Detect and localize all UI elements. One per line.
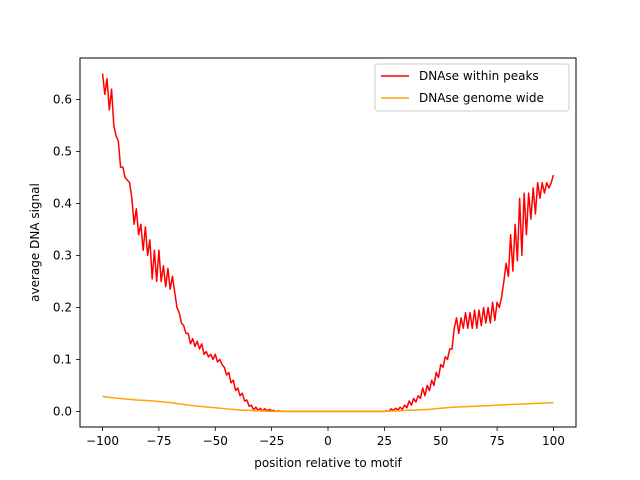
y-tick-label: 0.1 [53, 352, 72, 366]
x-tick-label: 100 [542, 434, 565, 448]
x-axis-label: position relative to motif [254, 456, 402, 470]
x-tick-label: 0 [324, 434, 332, 448]
legend-box [374, 63, 570, 112]
y-tick-label: 0.2 [53, 300, 72, 314]
series-layer [101, 73, 555, 413]
legend-label-dnase-within-peaks: DNAse within peaks [419, 69, 539, 83]
y-tick-label: 0.6 [53, 93, 72, 107]
x-tick-label: −25 [259, 434, 284, 448]
x-tick-label: −100 [86, 434, 119, 448]
x-tick-label: 75 [489, 434, 504, 448]
x-axis: −100 −75 −50 −25 0 25 50 75 100 [86, 427, 565, 448]
y-tick-label: 0.5 [53, 145, 72, 159]
y-axis-label: average DNA signal [28, 183, 42, 302]
y-tick-label: 0.4 [53, 197, 72, 211]
x-tick-label: −50 [203, 434, 228, 448]
y-tick-label: 0.0 [53, 404, 72, 418]
x-tick-label: 25 [377, 434, 392, 448]
y-tick-label: 0.3 [53, 248, 72, 262]
y-axis: 0.0 0.1 0.2 0.3 0.4 0.5 0.6 [53, 93, 80, 418]
x-tick-label: −75 [146, 434, 171, 448]
legend-label-dnase-genome-wide: DNAse genome wide [419, 91, 544, 105]
x-tick-label: 50 [433, 434, 448, 448]
plot-area [80, 58, 576, 427]
legend: DNAse within peaks DNAse genome wide [374, 63, 570, 112]
series-line-dnase-genome-wide [102, 395, 554, 413]
